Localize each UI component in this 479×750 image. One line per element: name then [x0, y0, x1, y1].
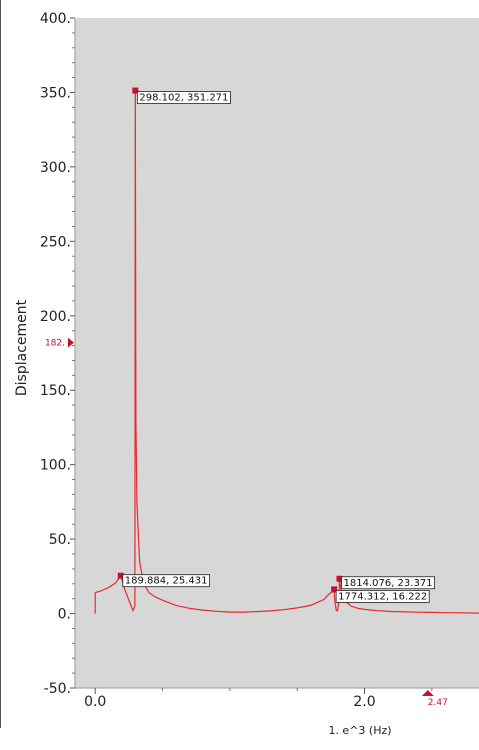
annotation-box	[335, 590, 430, 603]
annotation-label: 189.884, 25.431	[125, 576, 208, 587]
x-cursor-label: 2.47	[428, 698, 448, 708]
y-axis-minor-ticks	[72, 32, 75, 674]
annotation-box	[136, 91, 231, 104]
displacement-series-line	[94, 90, 479, 614]
annotation-label: 1814.076, 23.371	[343, 578, 432, 589]
x-axis-ticks: 0.0 2.0	[84, 688, 376, 710]
x-tick-label: 0.0	[84, 694, 106, 710]
y-cursor[interactable]: 182.	[45, 337, 74, 349]
y-tick-label: 350.	[40, 85, 71, 101]
y-axis-ticks: 400. 350. 300. 250. 200. 150. 100. 50. 0. -50.	[40, 11, 75, 697]
annotation-box	[122, 574, 210, 588]
annotation-label: 298.102, 351.271	[139, 93, 228, 104]
annotation-callout-3: 1774.312, 16.222	[335, 590, 430, 603]
annotation-marker-2[interactable]	[336, 575, 343, 582]
x-cursor[interactable]: 2.47	[421, 690, 448, 708]
annotation-callout-2: 1814.076, 23.371	[341, 576, 435, 590]
peak-annotations: 298.102, 351.271 189.884, 25.431 1814.076,…	[117, 87, 435, 603]
annotation-callout-0: 298.102, 351.271	[136, 91, 231, 104]
annotation-marker-0[interactable]	[132, 87, 139, 94]
y-tick-label: 100.	[40, 458, 71, 474]
x-axis-minor-ticks	[162, 688, 433, 691]
y-tick-label: 0.	[58, 607, 71, 623]
x-cursor-marker[interactable]	[421, 690, 434, 696]
x-axis-unit-label: 1. e^3 (Hz)	[328, 724, 391, 737]
y-tick-label: 250.	[40, 234, 71, 250]
y-axis-title: Displacement	[14, 299, 30, 396]
annotation-callout-1: 189.884, 25.431	[122, 574, 210, 588]
y-tick-label: 400.	[40, 11, 71, 27]
annotation-label: 1774.312, 16.222	[338, 591, 427, 602]
y-tick-label: 300.	[40, 160, 71, 176]
annotation-marker-3[interactable]	[331, 586, 338, 593]
y-cursor-label: 182.	[45, 339, 65, 349]
y-tick-label: 150.	[40, 383, 71, 399]
y-tick-label: -50.	[44, 681, 71, 697]
y-tick-label: 200.	[40, 309, 71, 325]
annotation-marker-1[interactable]	[117, 572, 124, 579]
x-tick-label: 2.0	[353, 694, 375, 710]
annotation-box	[341, 576, 435, 590]
y-cursor-marker[interactable]	[68, 337, 74, 348]
y-tick-label: 50.	[49, 532, 71, 548]
